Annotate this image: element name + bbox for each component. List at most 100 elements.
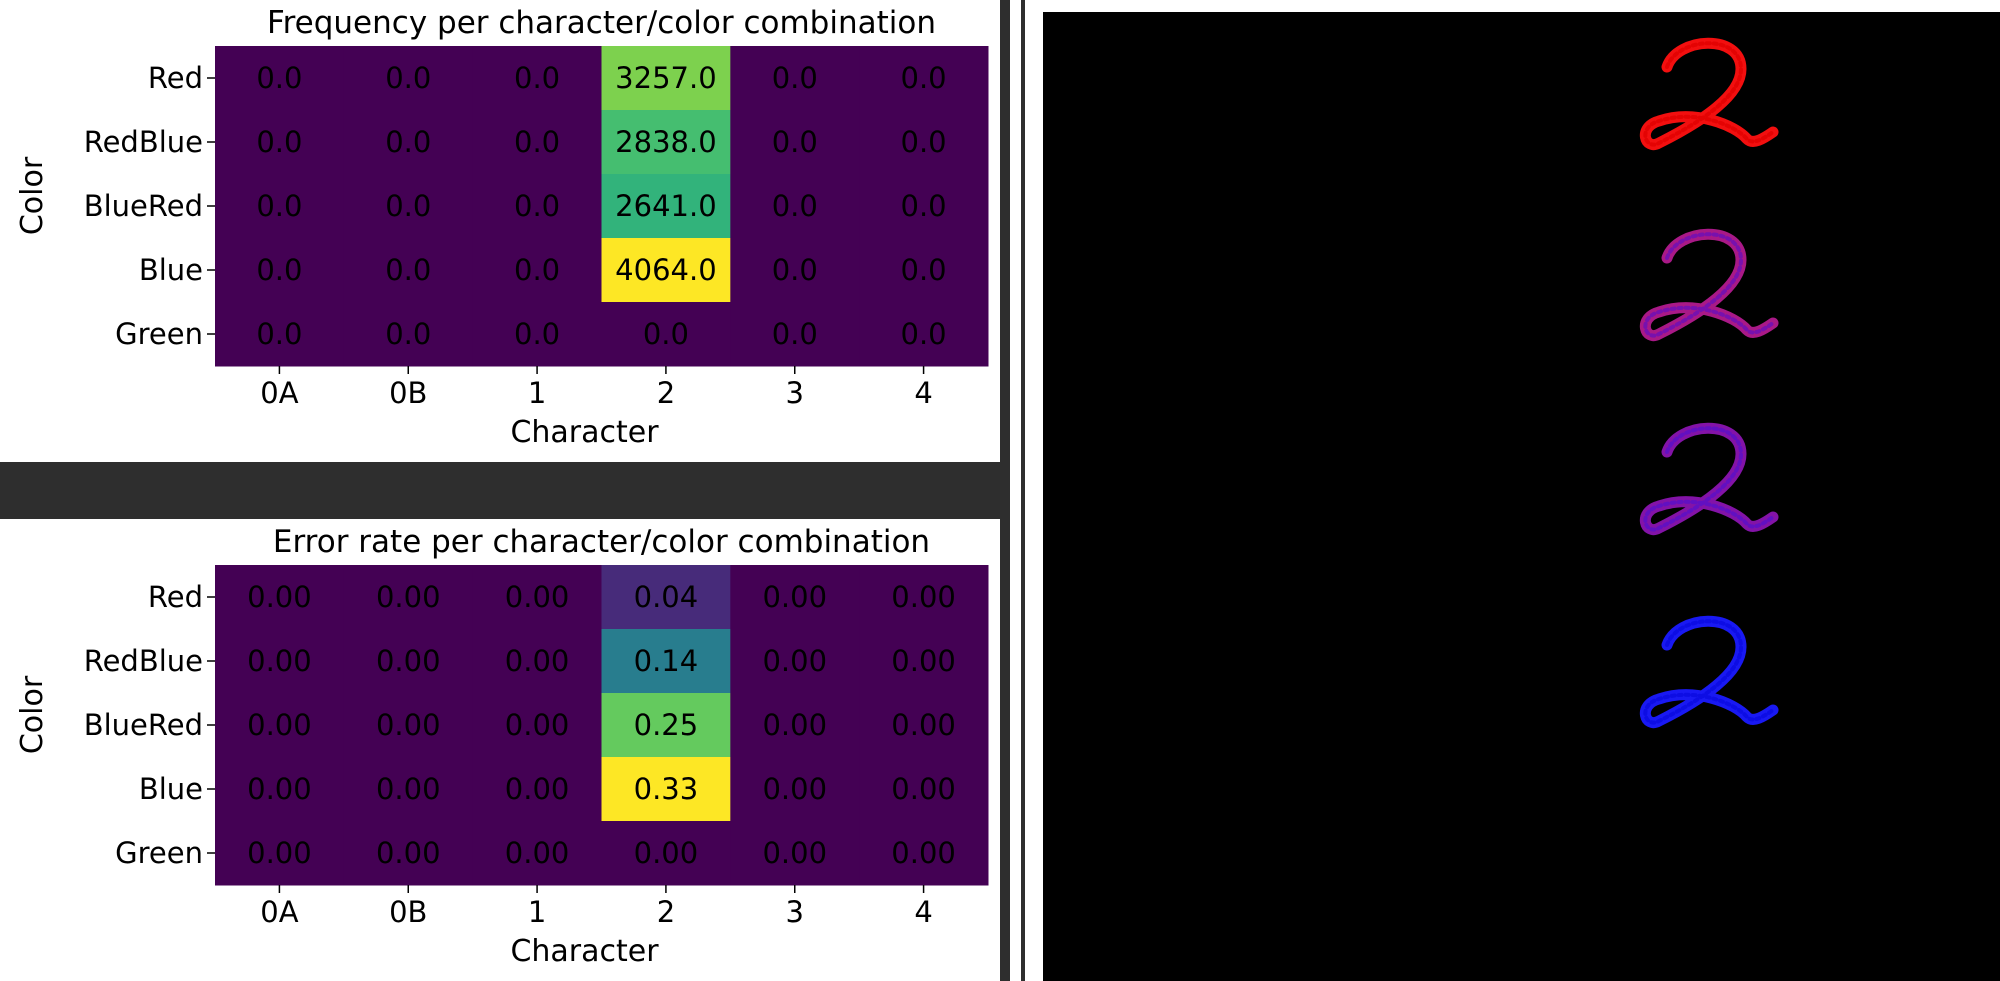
cell-value-label: 0.00 — [247, 580, 312, 614]
cell-value-label: 0.00 — [505, 836, 570, 870]
cell-value-label: 2641.0 — [615, 189, 716, 223]
heatmap-cell — [215, 110, 345, 175]
y-tick-label: Green — [115, 836, 203, 870]
heatmap-cell — [472, 693, 602, 758]
frequency-heatmap-panel: Frequency per character/color combinatio… — [0, 0, 1010, 462]
frequency-heatmap: Frequency per character/color combinatio… — [15, 5, 989, 450]
cell-value-label: 0.00 — [762, 708, 827, 742]
chart-title: Error rate per character/color combinati… — [273, 524, 930, 560]
cell-value-label: 0.00 — [505, 580, 570, 614]
heatmap-cell — [215, 302, 345, 367]
cell-value-label: 0.0 — [901, 61, 947, 95]
heatmap-cell — [859, 110, 989, 175]
heatmap-cell — [859, 565, 989, 630]
x-tick-label: 4 — [914, 895, 932, 929]
cell-value-label: 0.0 — [256, 253, 302, 287]
heatmap-cell — [601, 565, 731, 630]
cell-value-label: 0.0 — [772, 61, 818, 95]
heatmap-cell — [472, 629, 602, 694]
heatmap-cell — [215, 821, 345, 886]
y-tick-label: Red — [148, 61, 203, 95]
x-tick-label: 0A — [260, 895, 298, 929]
cell-value-label: 0.0 — [514, 253, 560, 287]
cell-value-label: 0.00 — [247, 644, 312, 678]
cell-value-label: 0.00 — [376, 772, 441, 806]
cell-value-label: 4064.0 — [615, 253, 716, 287]
y-tick-label: RedBlue — [84, 125, 203, 159]
heatmap-cell — [215, 693, 345, 758]
y-tick-label: BlueRed — [84, 189, 203, 223]
preview-border — [1021, 0, 1025, 981]
heatmap-cell — [472, 46, 602, 111]
heatmap-cell — [472, 821, 602, 886]
cell-value-label: 0.0 — [901, 125, 947, 159]
cell-value-label: 0.0 — [901, 189, 947, 223]
cell-value-label: 0.0 — [514, 125, 560, 159]
cell-value-label: 0.0 — [256, 189, 302, 223]
digit-sample-bluered — [1639, 422, 1779, 536]
heatmap-cell — [601, 757, 731, 822]
cell-value-label: 3257.0 — [615, 61, 716, 95]
y-axis-label: Color — [15, 156, 50, 235]
cell-value-label: 0.0 — [514, 189, 560, 223]
heatmap-cell — [601, 302, 731, 367]
cell-value-label: 0.00 — [376, 836, 441, 870]
heatmap-cell — [215, 46, 345, 111]
heatmap-cell — [601, 174, 731, 239]
cell-value-label: 0.0 — [385, 61, 431, 95]
error-rate-heatmap-panel: Error rate per character/color combinati… — [0, 519, 1010, 981]
cell-value-label: 0.00 — [891, 580, 956, 614]
cell-value-label: 0.00 — [376, 580, 441, 614]
heatmap-cell — [859, 693, 989, 758]
x-tick-label: 1 — [528, 376, 546, 410]
heatmap-cell — [215, 629, 345, 694]
cell-value-label: 0.25 — [634, 708, 699, 742]
x-tick-label: 0B — [389, 376, 427, 410]
digit-sample-blue — [1639, 615, 1779, 729]
cell-value-label: 0.00 — [505, 772, 570, 806]
cell-value-label: 0.0 — [385, 317, 431, 351]
cell-value-label: 0.00 — [634, 836, 699, 870]
heatmap-cell — [343, 757, 474, 822]
vertical-divider — [1000, 0, 1010, 981]
heatmap-cell — [601, 110, 731, 175]
x-tick-label: 3 — [786, 895, 804, 929]
heatmap-cell — [859, 46, 989, 111]
x-tick-label: 1 — [528, 895, 546, 929]
heatmap-cell — [730, 46, 860, 111]
cell-value-label: 0.00 — [762, 772, 827, 806]
y-tick-label: Blue — [139, 772, 203, 806]
heatmap-cell — [601, 238, 731, 303]
cell-value-label: 0.00 — [762, 836, 827, 870]
x-axis-label: Character — [510, 934, 659, 969]
cell-value-label: 0.00 — [247, 836, 312, 870]
cell-value-label: 0.0 — [772, 317, 818, 351]
heatmap-cell — [859, 238, 989, 303]
y-axis-label: Color — [15, 675, 50, 754]
heatmap-cell — [215, 757, 345, 822]
heatmap-cell — [859, 757, 989, 822]
cell-value-label: 2838.0 — [615, 125, 716, 159]
heatmap-cell — [343, 110, 474, 175]
y-tick-label: Blue — [139, 253, 203, 287]
cell-value-label: 0.0 — [901, 317, 947, 351]
x-tick-label: 0B — [389, 895, 427, 929]
heatmap-cell — [730, 302, 860, 367]
cell-value-label: 0.00 — [505, 708, 570, 742]
heatmap-cell — [730, 693, 860, 758]
y-tick-label: BlueRed — [84, 708, 203, 742]
heatmap-cell — [472, 174, 602, 239]
heatmap-cell — [730, 565, 860, 630]
cell-value-label: 0.0 — [256, 317, 302, 351]
heatmap-cell — [343, 629, 474, 694]
error-rate-heatmap: Error rate per character/color combinati… — [15, 524, 989, 969]
y-tick-label: Red — [148, 580, 203, 614]
heatmap-cell — [215, 565, 345, 630]
x-tick-label: 2 — [657, 376, 675, 410]
heatmap-cell — [343, 693, 474, 758]
heatmap-cell — [601, 693, 731, 758]
cell-value-label: 0.33 — [634, 772, 699, 806]
cell-value-label: 0.00 — [762, 644, 827, 678]
cell-value-label: 0.0 — [256, 61, 302, 95]
heatmap-cell — [859, 821, 989, 886]
